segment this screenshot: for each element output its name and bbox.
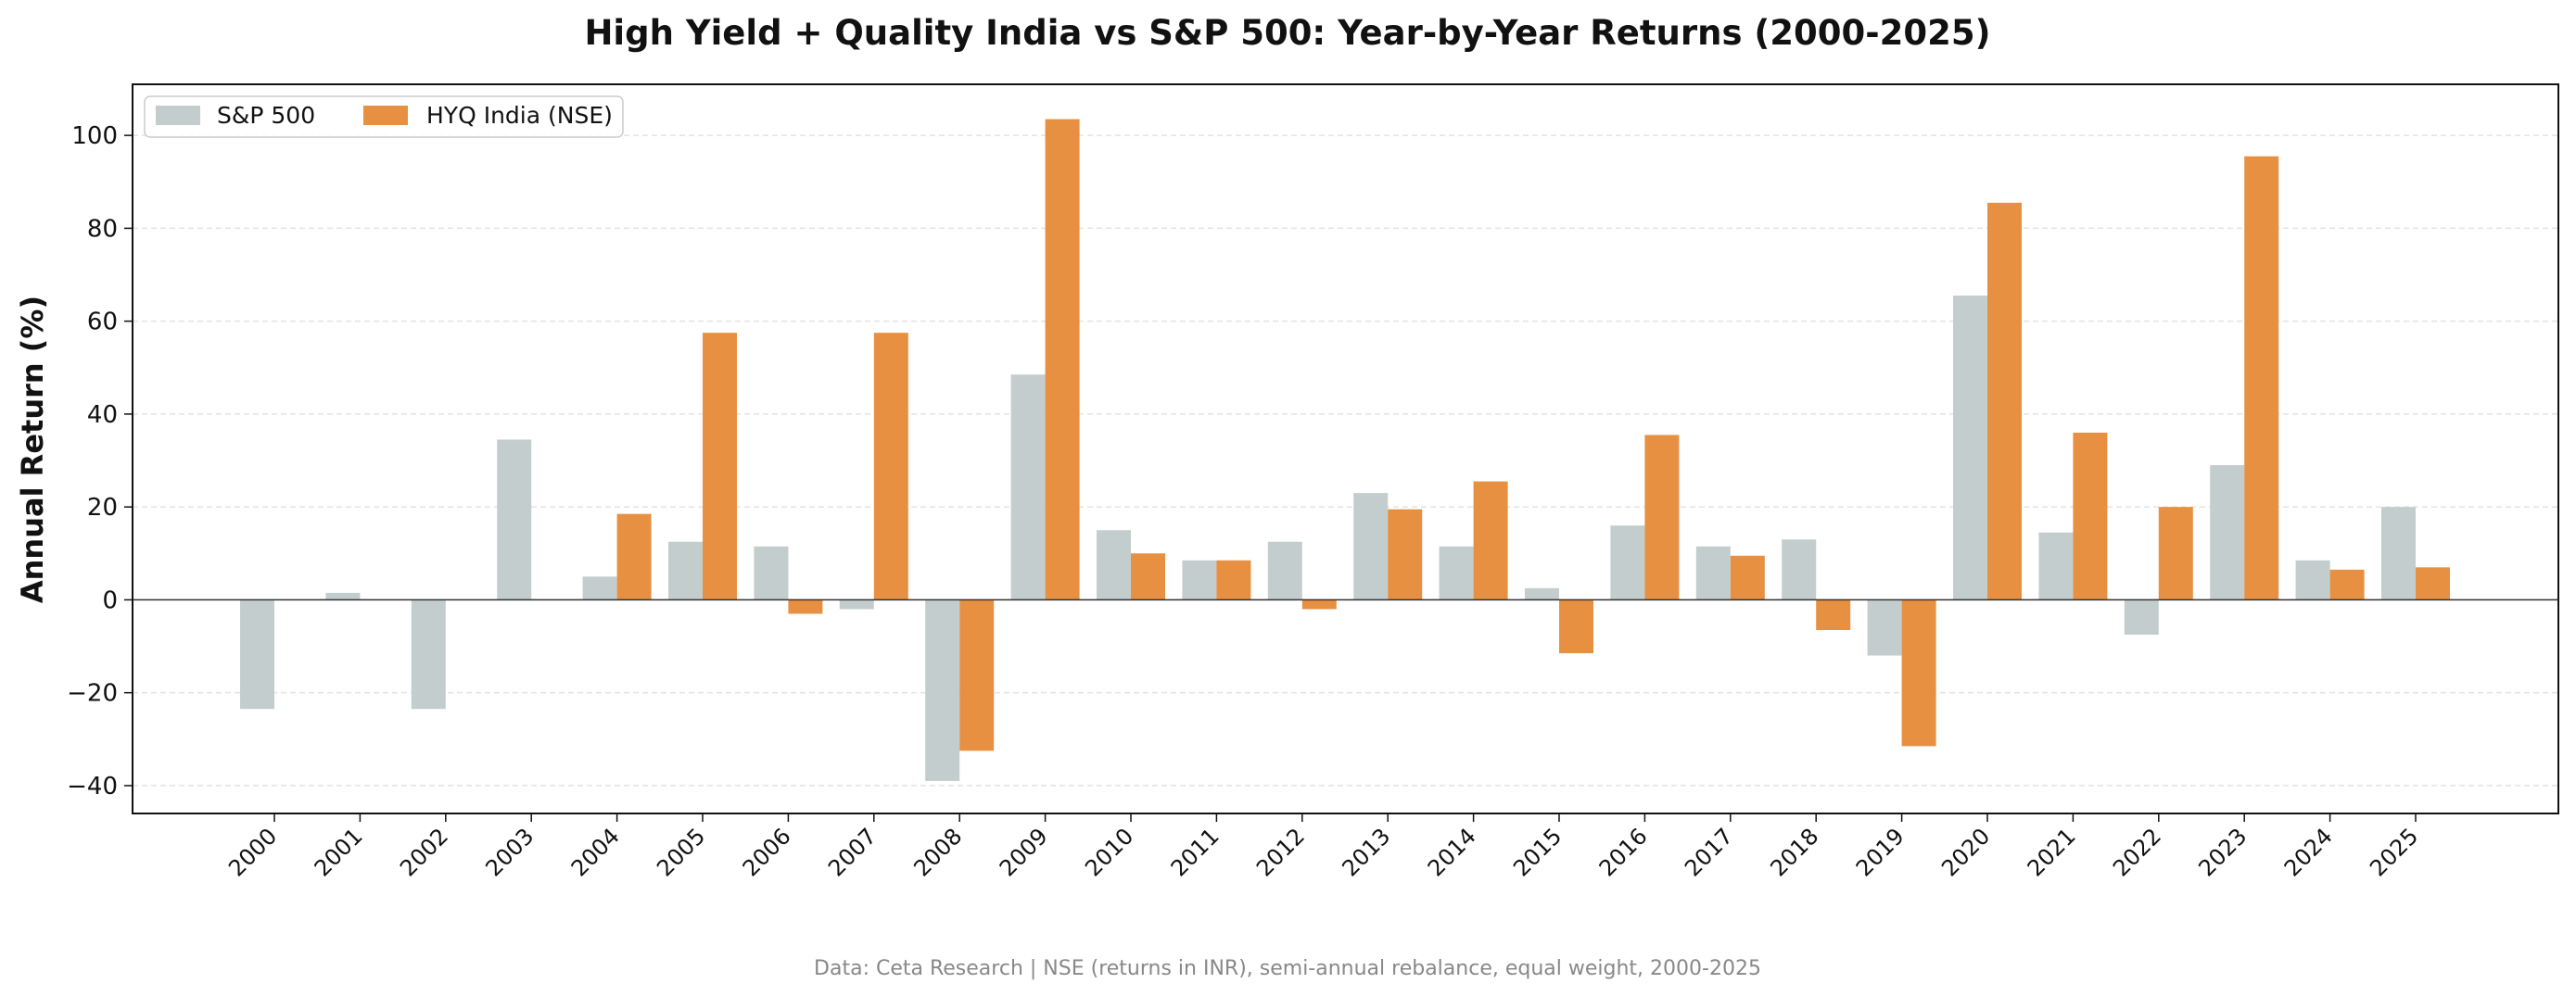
x-tick-label: 2010: [1080, 823, 1138, 881]
bar-sp500-2000: [240, 599, 274, 710]
y-axis-label: Annual Return (%): [15, 296, 50, 603]
bar-hyq-india-2019: [1901, 599, 1936, 747]
y-tick-label: −20: [67, 680, 118, 708]
bar-hyq-india-2021: [2073, 432, 2108, 600]
bar-sp500-2013: [1353, 493, 1389, 600]
bar-sp500-2007: [839, 599, 874, 610]
bar-hyq-india-2009: [1045, 119, 1080, 600]
x-tick-label: 2021: [2023, 823, 2081, 881]
bar-sp500-2021: [2038, 532, 2074, 600]
bar-sp500-2020: [1953, 296, 1987, 600]
bar-sp500-2018: [1782, 539, 1817, 600]
bar-hyq-india-2005: [703, 333, 737, 600]
bar-hyq-india-2013: [1388, 509, 1423, 600]
bar-hyq-india-2025: [2416, 567, 2450, 600]
legend-swatch-sp500: [156, 106, 200, 125]
y-tick-label: 40: [87, 401, 118, 429]
legend-label-hyq-india: HYQ India (NSE): [426, 102, 613, 129]
x-tick-label: 2017: [1680, 823, 1738, 881]
y-tick-label: 0: [102, 586, 118, 614]
bar-hyq-india-2014: [1473, 481, 1508, 600]
x-tick-label: 2022: [2108, 823, 2166, 881]
bar-hyq-india-2015: [1559, 599, 1593, 654]
bar-hyq-india-2012: [1301, 599, 1337, 610]
plot-frame: [132, 83, 2559, 814]
bar-sp500-2015: [1525, 587, 1559, 600]
x-tick-label: 2016: [1594, 823, 1653, 881]
bar-sp500-2002: [411, 599, 446, 710]
bar-sp500-2009: [1010, 374, 1046, 600]
x-tick-label: 2011: [1166, 823, 1225, 881]
x-tick-label: 2000: [223, 823, 282, 881]
x-tick-label: 2004: [566, 823, 625, 881]
bar-hyq-india-2011: [1216, 560, 1251, 600]
bar-hyq-india-2017: [1730, 555, 1765, 600]
bar-sp500-2005: [668, 541, 703, 600]
bar-hyq-india-2010: [1131, 553, 1165, 600]
bar-sp500-2012: [1267, 541, 1302, 600]
bar-hyq-india-2004: [616, 513, 652, 600]
x-tick-label: 2024: [2279, 823, 2338, 881]
bar-hyq-india-2022: [2158, 507, 2193, 600]
bar-sp500-2006: [754, 546, 789, 600]
y-tick-label: −40: [67, 773, 118, 801]
x-tick-label: 2005: [652, 823, 710, 881]
bar-sp500-2017: [1695, 546, 1731, 600]
x-tick-label: 2014: [1423, 823, 1481, 881]
x-tick-label: 2009: [995, 823, 1053, 881]
bar-sp500-2016: [1610, 525, 1645, 600]
gridlines: [133, 134, 2558, 787]
bar-hyq-india-2023: [2244, 156, 2279, 600]
bar-sp500-2024: [2295, 560, 2330, 600]
bar-sp500-2003: [497, 439, 532, 600]
x-tick-label: 2018: [1765, 823, 1823, 881]
bar-hyq-india-2008: [959, 599, 995, 751]
bar-sp500-2004: [582, 576, 617, 600]
x-tick-label: 2020: [1936, 823, 1995, 881]
x-tick-label: 2008: [908, 823, 967, 881]
bar-sp500-2023: [2210, 465, 2245, 600]
x-tick-label: 2001: [310, 823, 368, 881]
bar-sp500-2022: [2124, 599, 2159, 636]
chart-title: High Yield + Quality India vs S&P 500: Y…: [584, 13, 1990, 53]
bar-sp500-2011: [1182, 560, 1217, 600]
x-tick-label: 2013: [1337, 823, 1395, 881]
bar-sp500-2025: [2381, 507, 2416, 600]
x-tick-label: 2023: [2193, 823, 2252, 881]
bar-hyq-india-2006: [788, 599, 823, 614]
x-axis: 2000 2001 2002 2003 2004 2005 2006 2007 2008 2009…: [223, 813, 2423, 881]
x-tick-label: 2012: [1251, 823, 1310, 881]
bar-sp500-2014: [1439, 546, 1474, 600]
bar-sp500-2008: [925, 599, 960, 781]
x-tick-label: 2019: [1851, 823, 1910, 881]
bar-hyq-india-2016: [1644, 435, 1680, 600]
legend-swatch-hyq-india: [363, 106, 408, 125]
bar-hyq-india-2018: [1816, 599, 1851, 630]
y-tick-label: 20: [87, 494, 118, 522]
bar-sp500-2019: [1867, 599, 1902, 656]
bar-hyq-india-2007: [873, 333, 908, 600]
x-tick-label: 2006: [738, 823, 796, 881]
bar-hyq-india-2024: [2329, 569, 2365, 600]
y-tick-label: 100: [71, 122, 118, 150]
x-tick-label: 2025: [2365, 823, 2423, 881]
legend: S&P 500 HYQ India (NSE): [144, 95, 624, 138]
y-axis: −40 −20 0 20 40 60 80 100: [67, 122, 133, 801]
y-tick-label: 60: [87, 309, 118, 336]
bar-sp500-2001: [325, 592, 361, 600]
bars: [240, 119, 2450, 781]
x-tick-label: 2015: [1508, 823, 1567, 881]
legend-label-sp500: S&P 500: [217, 102, 315, 129]
footnote: Data: Ceta Research | NSE (returns in IN…: [814, 957, 1761, 980]
x-tick-label: 2002: [395, 823, 453, 881]
x-tick-label: 2007: [823, 823, 882, 881]
bar-sp500-2010: [1097, 530, 1131, 600]
x-tick-label: 2003: [480, 823, 539, 881]
y-tick-label: 80: [87, 215, 118, 243]
bar-hyq-india-2020: [1987, 202, 2022, 600]
